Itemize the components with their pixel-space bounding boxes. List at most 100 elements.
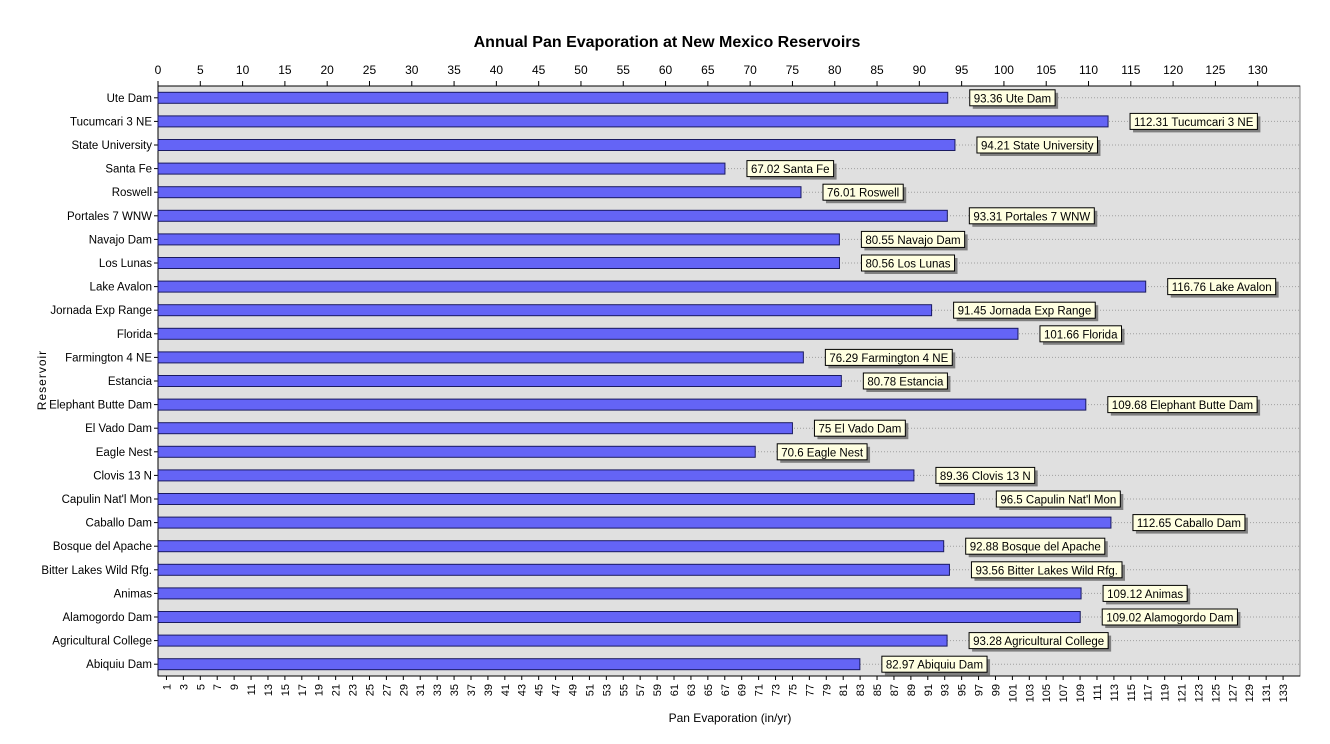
bar: [157, 91, 949, 104]
bottom-tick-label: 87: [889, 684, 901, 696]
data-label-text: 80.56 Los Lunas: [865, 259, 950, 271]
category-label: State University: [71, 140, 152, 152]
bottom-tick-label: 57: [635, 684, 647, 696]
top-tick-label: 115: [1121, 63, 1140, 77]
bottom-tick-label: 41: [500, 684, 512, 696]
bottom-tick-label: 105: [1041, 684, 1053, 702]
data-label-text: 109.12 Animas: [1107, 589, 1183, 601]
data-label-text: 93.36 Ute Dam: [974, 93, 1051, 105]
bottom-tick-label: 129: [1244, 684, 1256, 702]
data-label-box: [860, 254, 956, 272]
data-label-box: [824, 348, 953, 366]
category-label: Florida: [117, 329, 153, 341]
data-label-box: [1039, 325, 1122, 343]
data-label-box: [860, 230, 966, 248]
bottom-tick-label: 81: [838, 684, 850, 696]
bottom-tick-label: 75: [787, 684, 799, 696]
category-label: Ute Dam: [107, 93, 152, 105]
data-label: 91.45 Jornada Exp Range: [953, 301, 1099, 322]
bar: [157, 587, 1082, 600]
bottom-tick-label: 33: [432, 684, 444, 696]
category-label: Tucumcari 3 NE: [70, 116, 152, 128]
bottom-tick-label: 39: [483, 684, 495, 696]
bottom-tick-label: 5: [195, 684, 207, 690]
top-tick-label: 80: [828, 63, 842, 77]
data-label-text: 80.78 Estancia: [867, 377, 944, 389]
data-label: 92.88 Bosque del Apache: [965, 537, 1108, 558]
bottom-tick-label: 127: [1227, 684, 1239, 702]
data-label-box: [1132, 514, 1246, 532]
bottom-tick-label: 131: [1261, 684, 1273, 702]
top-axis: 0 5 10 15 20 25 30 35 40 45 50 55 60 65 70 75 80 85 90 95 10…: [155, 63, 1300, 87]
category-label: Lake Avalon: [90, 282, 152, 294]
data-label-box: [1107, 396, 1258, 414]
bar: [157, 304, 933, 317]
bottom-tick-label: 93: [940, 684, 952, 696]
data-label-box: [813, 419, 906, 437]
top-tick-label: 105: [1036, 63, 1056, 77]
data-label-text: 93.31 Portales 7 WNW: [973, 211, 1090, 223]
data-label: 94.21 State University: [976, 136, 1101, 156]
category-label: Caballo Dam: [86, 518, 152, 530]
bottom-tick-label: 121: [1177, 684, 1189, 702]
bottom-tick-label: 101: [1007, 684, 1019, 702]
bar: [157, 280, 1147, 293]
top-tick-label: 85: [870, 63, 884, 77]
top-tick-label: 10: [236, 63, 250, 77]
bar: [157, 115, 1109, 128]
category-label: Alamogordo Dam: [63, 612, 152, 624]
bottom-tick-label: 45: [534, 684, 546, 696]
bar: [157, 611, 1081, 623]
bottom-tick-label: 43: [517, 684, 529, 696]
bar: [157, 634, 948, 647]
bar: [157, 139, 956, 151]
data-label: 76.29 Farmington 4 NE: [824, 348, 956, 369]
category-label: Bitter Lakes Wild Rfg.: [41, 565, 152, 577]
data-label-box: [1101, 608, 1238, 626]
category-label: Roswell: [112, 187, 152, 199]
category-label: Agricultural College: [52, 636, 152, 648]
bottom-tick-label: 79: [821, 684, 833, 696]
top-tick-label: 90: [913, 63, 927, 77]
data-label: 67.02 Santa Fe: [746, 160, 837, 180]
bottom-tick-label: 117: [1143, 684, 1155, 702]
data-label-box: [968, 632, 1109, 650]
bottom-tick-label: 91: [923, 684, 935, 696]
data-label-text: 109.68 Elephant Butte Dam: [1112, 400, 1253, 412]
data-label-box: [1129, 112, 1258, 130]
category-label: Abiquiu Dam: [86, 659, 152, 671]
top-tick-label: 35: [447, 63, 461, 77]
bottom-tick-label: 27: [381, 684, 393, 696]
data-label-text: 112.65 Caballo Dam: [1137, 518, 1241, 530]
bottom-tick-label: 71: [754, 684, 766, 696]
chart-title: Annual Pan Evaporation at New Mexico Res…: [474, 34, 861, 51]
category-label: Elephant Butte Dam: [49, 400, 152, 412]
bar: [157, 257, 840, 269]
category-label: Capulin Nat'l Mon: [62, 494, 152, 506]
bottom-axis: 1 3 5 7 9 11 13 15 17 19 21 23 25 27 29 31 33 35 37 39 41 43 4…: [158, 675, 1300, 702]
top-tick-label: 40: [490, 63, 504, 77]
data-labels: 93.36 Ute Dam 112.31 Tucumcari 3 NE 94.21 …: [746, 89, 1279, 676]
bars: [157, 91, 1147, 671]
bottom-tick-label: 107: [1058, 684, 1070, 702]
data-label-text: 94.21 State University: [981, 141, 1094, 153]
data-label: 93.36 Ute Dam: [969, 89, 1059, 109]
bottom-tick-label: 111: [1092, 684, 1104, 701]
data-label-box: [862, 372, 948, 390]
bottom-tick-label: 25: [364, 684, 376, 696]
bar: [157, 658, 861, 671]
data-label-text: 80.55 Navajo Dam: [865, 235, 960, 247]
data-label: 109.02 Alamogordo Dam: [1101, 608, 1241, 628]
data-label-text: 76.29 Farmington 4 NE: [829, 353, 948, 365]
data-label-box: [953, 301, 1096, 319]
bottom-tick-label: 115: [1126, 684, 1138, 702]
top-tick-label: 5: [197, 63, 204, 77]
data-label: 93.31 Portales 7 WNW: [968, 207, 1098, 227]
bottom-tick-label: 119: [1160, 684, 1172, 702]
bottom-tick-label: 69: [737, 684, 749, 696]
data-label-box: [1167, 278, 1277, 296]
bar: [157, 351, 804, 364]
data-label: 109.12 Animas: [1102, 584, 1191, 605]
bar: [157, 375, 842, 387]
